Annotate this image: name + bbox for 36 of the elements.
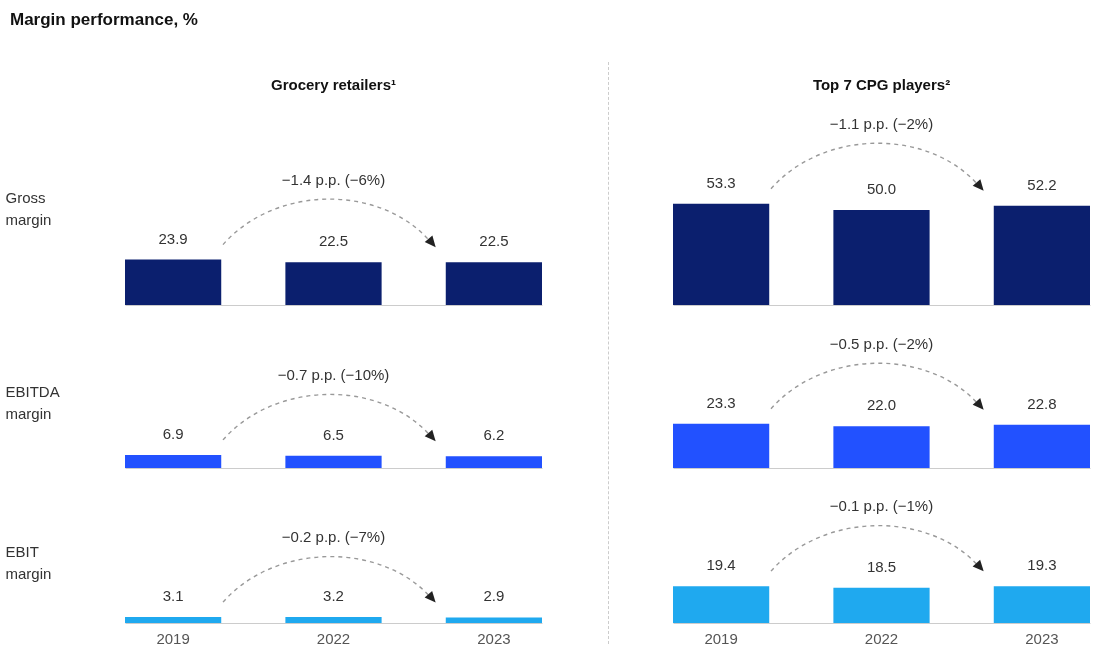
x-tick-label: 2019 — [704, 629, 738, 647]
data-label: 50.0 — [866, 180, 897, 197]
data-label: 22.8 — [1027, 394, 1057, 412]
chart-title: Margin performance, % — [10, 10, 198, 30]
data-label: 52.2 — [1027, 175, 1057, 193]
data-label: 19.4 — [706, 556, 736, 574]
chart-subtitle: Grocery retailers¹ — [270, 76, 397, 93]
y-axis-title: EBIT margin — [5, 542, 52, 582]
data-label: 19.3 — [1027, 556, 1057, 574]
data-label: 3.2 — [323, 586, 344, 604]
x-tick-label: 2023 — [1025, 629, 1059, 647]
data-label: 22.5 — [318, 232, 349, 250]
x-tick-label: 2023 — [477, 629, 511, 647]
data-label: 6.5 — [323, 425, 344, 443]
data-label: 2.9 — [483, 587, 505, 605]
data-label: 6.2 — [483, 426, 505, 444]
data-label: 23.9 — [158, 229, 188, 247]
x-tick-label: 2019 — [156, 629, 190, 647]
data-label: 18.5 — [866, 557, 897, 575]
data-label: 3.1 — [162, 587, 184, 605]
data-label: 22.0 — [866, 396, 897, 414]
text: −0.7 p.p. (−10%) — [277, 365, 390, 383]
text: −0.5 p.p. (−2%) — [829, 334, 934, 352]
x-tick-label: 2022 — [864, 629, 899, 647]
data-label: 23.3 — [706, 393, 736, 411]
x-tick-label: 2022 — [316, 629, 351, 647]
y-axis-title: Gross margin — [5, 188, 52, 228]
text: −1.4 p.p. (−6%) — [281, 170, 386, 188]
text: −0.2 p.p. (−7%) — [281, 528, 386, 546]
data-label: 6.9 — [162, 424, 184, 442]
chart-subtitle: Top 7 CPG players² — [812, 76, 951, 93]
data-label: 22.5 — [479, 232, 509, 250]
data-label: 53.3 — [706, 173, 736, 191]
text: −1.1 p.p. (−2%) — [829, 114, 934, 132]
text: −0.1 p.p. (−1%) — [829, 497, 934, 515]
y-axis-title: EBITDA margin — [5, 382, 60, 422]
